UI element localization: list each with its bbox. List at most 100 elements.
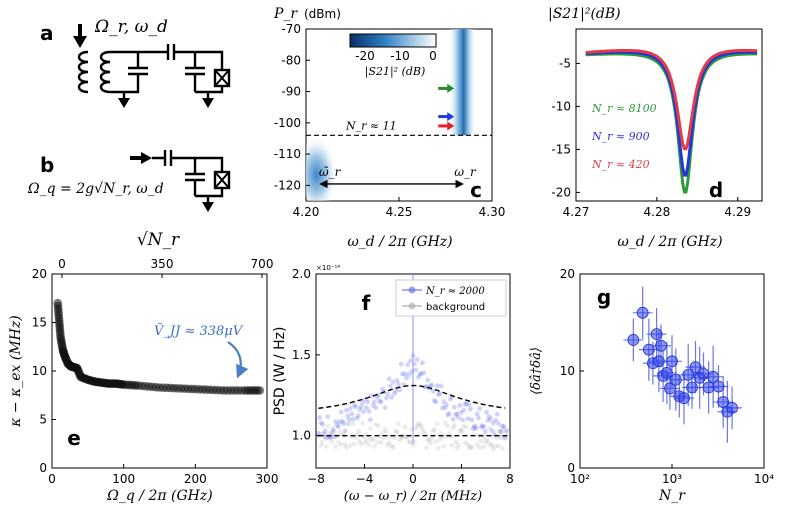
f-background-point — [465, 441, 471, 447]
f-background-point — [474, 442, 480, 448]
f-background-point — [470, 432, 476, 438]
f-signal-point — [353, 404, 359, 410]
f-background-point — [458, 428, 464, 433]
f-background-point — [369, 437, 375, 442]
f-signal-point — [489, 428, 495, 433]
f-signal-point — [325, 414, 331, 420]
e-frame — [51, 273, 268, 469]
f-signal-point — [356, 413, 361, 419]
f-signal-point — [501, 423, 507, 429]
e-ytick-label: 10 — [32, 364, 47, 378]
f-signal-point — [360, 400, 365, 406]
f-background-point — [382, 426, 388, 432]
f-background-point — [434, 421, 440, 427]
c-ytick-label: -110 — [274, 147, 301, 161]
f-ytick-label: 1.5 — [292, 348, 311, 362]
f-background-point — [481, 444, 487, 450]
e-toptick-label: 350 — [151, 257, 174, 271]
colorbar — [349, 33, 437, 48]
f-signal-point — [465, 416, 471, 422]
e-xtick-label: 100 — [112, 472, 135, 486]
f-signal-point — [457, 403, 463, 408]
f-xtick-label: 4 — [458, 472, 466, 486]
f-background-point — [442, 420, 448, 426]
f-background-point — [492, 430, 497, 435]
e-ytick-label: 5 — [39, 413, 47, 427]
panel-letter-e: e — [67, 426, 81, 450]
f-background-point — [478, 438, 484, 444]
f-signal-point — [370, 403, 376, 408]
span-label-right: ω_r — [454, 165, 477, 179]
f-background-point — [384, 429, 389, 435]
f-signal-point — [429, 382, 435, 388]
e-data-point — [255, 386, 265, 395]
f-signal-point — [316, 430, 321, 436]
f-background-point — [453, 439, 459, 445]
f-xtick-label: 8 — [506, 472, 514, 486]
f-signal-point — [345, 413, 351, 419]
d-xtick-label: 4.28 — [644, 205, 671, 219]
f-background-point — [438, 431, 444, 436]
f-background-point — [504, 427, 509, 432]
f-signal-point — [438, 383, 444, 389]
f-legend-marker — [408, 302, 416, 310]
f-background-point — [373, 422, 379, 428]
f-signal-point — [456, 415, 461, 420]
f-ylabel: PSD (W / Hz) — [272, 327, 288, 416]
f-signal-point — [397, 387, 403, 393]
f-signal-point — [406, 372, 412, 378]
f-background-point — [390, 444, 396, 450]
e-ytick-label: 0 — [39, 461, 47, 475]
d-series-line — [585, 50, 758, 177]
f-background-point — [424, 445, 429, 451]
colorbar-tick: -10 — [390, 49, 410, 63]
c-xtick-label: 4.25 — [386, 205, 413, 219]
f-signal-point — [321, 431, 327, 437]
f-signal-point — [452, 404, 457, 410]
panel-c: N_r ≈ 11 ω̃_r ω_r -20 -10 0 |S21|² (dB) … — [273, 6, 505, 250]
f-background-point — [325, 423, 331, 429]
f-background-point — [348, 443, 353, 448]
f-signal-point — [494, 411, 500, 417]
f-fit-line — [318, 384, 506, 409]
f-background-point — [393, 428, 399, 434]
f-signal-point — [369, 393, 375, 399]
f-background-point — [489, 441, 495, 447]
f-signal-point — [442, 405, 448, 411]
f-signal-point — [324, 435, 329, 441]
f-background-point — [333, 444, 339, 450]
f-signal-point — [434, 383, 440, 389]
g-ytick-label: 0 — [567, 461, 575, 475]
d-legend-label: N_r ≈ 900 — [591, 130, 650, 143]
f-signal-point — [354, 415, 360, 421]
f-signal-point — [496, 421, 501, 427]
f-legend-label: background — [426, 302, 485, 313]
f-background-point — [368, 426, 373, 432]
f-background-point — [494, 435, 500, 441]
f-signal-point — [373, 405, 379, 411]
f-background-point — [482, 437, 488, 442]
c-ytick-label: -120 — [274, 178, 301, 192]
f-background-point — [484, 440, 489, 446]
f-signal-point — [404, 375, 409, 381]
d-xlabel: ω_d / 2π (GHz) — [617, 234, 722, 250]
f-background-point — [328, 435, 333, 441]
f-background-point — [345, 421, 351, 427]
f-signal-point — [472, 423, 477, 429]
panel-letter-a: a — [40, 21, 54, 45]
heatmap-resonance-high — [448, 29, 477, 136]
f-signal-point — [389, 394, 395, 400]
g-xlabel: N_r — [658, 488, 686, 504]
g-data-point — [712, 380, 725, 393]
f-signal-point — [382, 405, 388, 411]
c-ylabel: P_r — [273, 6, 298, 22]
f-signal-point — [454, 411, 460, 417]
f-legend-marker — [408, 286, 416, 294]
g-data-point — [726, 401, 738, 414]
f-signal-point — [388, 383, 393, 389]
f-background-point — [501, 426, 507, 432]
c-ytick-label: -80 — [281, 53, 301, 67]
f-background-point — [392, 435, 397, 441]
f-background-point — [493, 443, 499, 449]
f-signal-point — [486, 413, 492, 419]
